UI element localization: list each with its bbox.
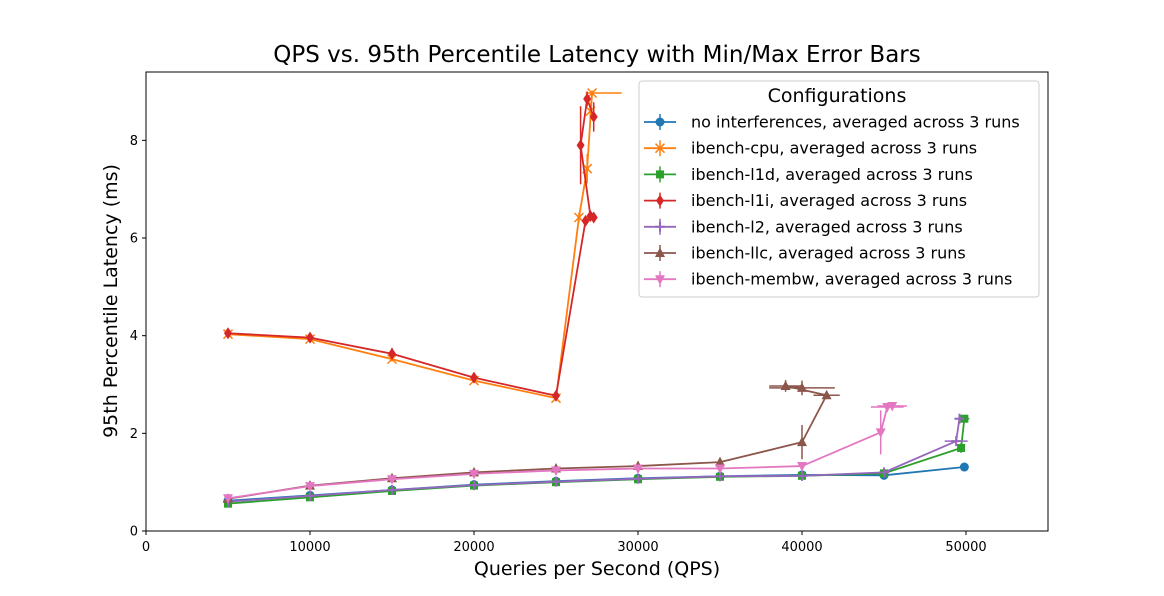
data-point xyxy=(954,413,965,424)
legend-label: ibench-l2, averaged across 3 runs xyxy=(691,217,963,236)
data-point xyxy=(387,484,397,495)
legend-label: ibench-llc, averaged across 3 runs xyxy=(691,244,966,263)
data-point xyxy=(633,473,643,484)
data-point xyxy=(581,214,590,227)
y-tick-label: 0 xyxy=(130,525,138,540)
data-point xyxy=(879,467,889,478)
data-point xyxy=(469,469,479,480)
x-tick-label: 20000 xyxy=(453,540,494,555)
y-tick-label: 8 xyxy=(130,134,138,149)
data-point xyxy=(589,110,598,123)
data-point xyxy=(633,464,643,474)
data-point xyxy=(576,139,585,152)
legend-marker xyxy=(655,221,665,232)
legend-title: Configurations xyxy=(768,85,907,107)
legend-item-4: ibench-l1i, averaged across 3 runs xyxy=(644,191,967,210)
legend-item-7: ibench-membw, averaged across 3 runs xyxy=(644,270,1012,289)
data-point xyxy=(583,92,592,105)
legend-item-5: ibench-l2, averaged across 3 runs xyxy=(644,217,963,236)
data-point xyxy=(388,347,396,360)
data-point xyxy=(821,389,832,400)
legend-item-6: ibench-llc, averaged across 3 runs xyxy=(644,244,966,263)
x-tick-label: 40000 xyxy=(781,540,822,555)
legend-marker xyxy=(655,275,665,285)
y-tick-label: 2 xyxy=(130,427,138,442)
legend-box xyxy=(638,80,1040,298)
plot-area: 0 10000 20000 30000 40000 50000 0 2 4 6 8 xyxy=(130,71,1049,555)
series-7 xyxy=(223,401,907,504)
data-point xyxy=(552,389,560,402)
data-point xyxy=(223,494,233,504)
legend-label: ibench-cpu, averaged across 3 runs xyxy=(691,139,977,158)
data-point xyxy=(551,476,561,487)
axes-frame xyxy=(145,71,1049,532)
series-4 xyxy=(224,91,598,402)
legend-label: ibench-l1d, averaged across 3 runs xyxy=(691,165,973,184)
data-point xyxy=(797,382,807,392)
data-point xyxy=(797,462,807,472)
data-point xyxy=(469,480,479,491)
data-point xyxy=(875,428,886,438)
data-point xyxy=(887,401,898,412)
legend-label: no interferences, averaged across 3 runs xyxy=(691,113,1020,132)
legend-label: ibench-l1i, averaged across 3 runs xyxy=(691,191,967,210)
series-5 xyxy=(223,413,968,507)
legend-marker xyxy=(656,194,664,207)
legend-marker xyxy=(654,143,666,154)
data-point xyxy=(470,371,478,384)
data-point xyxy=(387,475,397,485)
x-tick-label: 10000 xyxy=(289,540,330,555)
y-tick-label: 6 xyxy=(130,232,138,247)
legend-marker xyxy=(656,170,664,179)
data-point xyxy=(586,210,595,223)
data-point xyxy=(715,464,725,474)
legend-label: ibench-membw, averaged across 3 runs xyxy=(691,270,1012,289)
x-tick-label: 0 xyxy=(142,540,150,555)
legend-marker xyxy=(655,247,665,257)
legend-item-3: ibench-l1d, averaged across 3 runs xyxy=(644,165,973,184)
legend: Configurations no interferences, averaged… xyxy=(638,80,1040,298)
legend-item-1: no interferences, averaged across 3 runs xyxy=(644,113,1020,132)
legend-item-2: ibench-cpu, averaged across 3 runs xyxy=(644,139,977,158)
data-point xyxy=(305,482,315,492)
x-axis-label: Queries per Second (QPS) xyxy=(474,558,720,580)
data-point xyxy=(224,327,232,340)
y-tick-label: 4 xyxy=(130,329,138,344)
x-tick-label: 30000 xyxy=(617,540,658,555)
data-point xyxy=(551,466,561,476)
data-point xyxy=(957,443,966,452)
y-axis-label: 95th Percentile Latency (ms) xyxy=(100,164,122,438)
data-point xyxy=(797,470,807,481)
data-point xyxy=(959,462,969,472)
data-point xyxy=(306,331,314,344)
data-point xyxy=(715,456,725,467)
data-point xyxy=(797,436,807,447)
chart-title: QPS vs. 95th Percentile Latency with Min… xyxy=(273,42,921,68)
legend-marker xyxy=(655,117,665,127)
x-tick-label: 50000 xyxy=(945,540,986,555)
data-point xyxy=(951,436,962,447)
data-point xyxy=(305,490,315,501)
